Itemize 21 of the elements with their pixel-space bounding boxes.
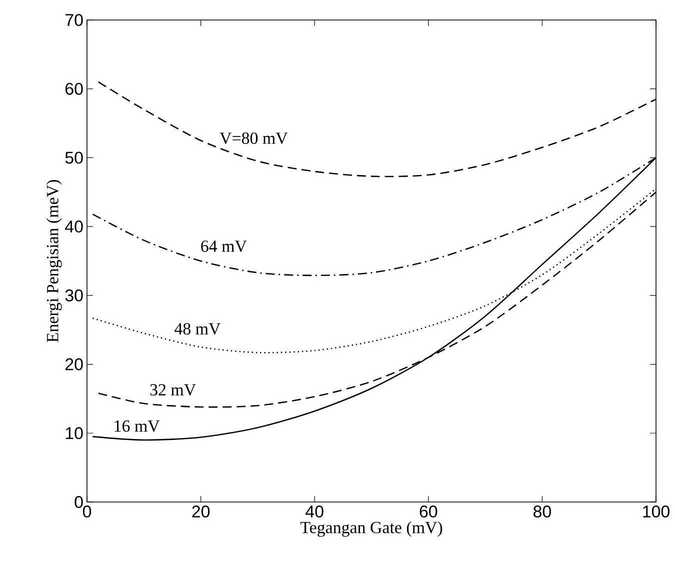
x-tick-label: 100 — [643, 506, 670, 518]
y-axis-title: Energi Pengisian (meV) — [46, 180, 62, 342]
x-tick-label: 60 — [420, 506, 438, 518]
y-tick-label: 40 — [65, 220, 83, 233]
series-label: V=80 mV — [220, 132, 288, 144]
y-tick-label: 20 — [66, 358, 83, 370]
series-label: 48 mV — [174, 323, 221, 335]
y-tick-label: 60 — [66, 82, 83, 95]
legend-label: 16 mV — [114, 420, 160, 432]
x-tick-label: 80 — [534, 506, 551, 518]
x-tick-label: 0 — [82, 506, 92, 518]
series-label: 64 mV — [201, 240, 247, 252]
y-tick-label: 70 — [66, 14, 83, 26]
series-label: 32 mV — [150, 384, 196, 396]
y-tick-label: 30 — [65, 289, 83, 302]
x-tick-label: 40 — [306, 506, 324, 518]
y-tick-label: 50 — [65, 152, 83, 164]
y-tick-label: 10 — [66, 427, 83, 440]
x-tick-label: 20 — [192, 506, 210, 518]
x-axis-title: Tegangan Gate (mV) — [300, 521, 442, 537]
y-tick-label: 0 — [74, 496, 83, 508]
